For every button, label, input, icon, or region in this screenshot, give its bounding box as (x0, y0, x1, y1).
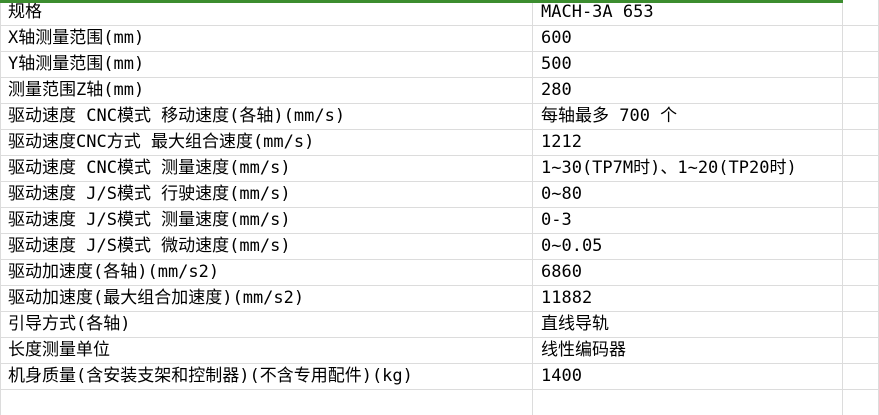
table-row: X轴测量范围(mm) 600 (0, 26, 879, 52)
empty-cell[interactable] (843, 78, 879, 104)
spec-label-cell[interactable]: 驱动速度 CNC模式 移动速度(各轴)(mm/s) (0, 104, 533, 130)
table-row: Y轴测量范围(mm) 500 (0, 52, 879, 78)
empty-cell[interactable] (843, 52, 879, 78)
spec-value-cell[interactable]: 线性编码器 (533, 338, 843, 364)
empty-cell[interactable] (843, 182, 879, 208)
spec-header-value-cell[interactable]: MACH-3A 653 (533, 0, 843, 26)
table-row: 机身质量(含安装支架和控制器)(不含专用配件)(kg) 1400 (0, 364, 879, 390)
table-row: 驱动加速度(各轴)(mm/s2) 6860 (0, 260, 879, 286)
spec-value-cell[interactable]: 1~30(TP7M时)、1~20(TP20时) (533, 156, 843, 182)
empty-cell[interactable] (843, 286, 879, 312)
table-row: 驱动速度 CNC模式 测量速度(mm/s) 1~30(TP7M时)、1~20(TP… (0, 156, 879, 182)
spec-value-cell[interactable]: 11882 (533, 286, 843, 312)
spec-value-cell[interactable]: 1400 (533, 364, 843, 390)
empty-cell[interactable] (0, 390, 533, 415)
empty-cell[interactable] (843, 130, 879, 156)
empty-cell[interactable] (843, 312, 879, 338)
table-row: 驱动速度 J/S模式 测量速度(mm/s) 0-3 (0, 208, 879, 234)
table-row: 驱动加速度(最大组合加速度)(mm/s2) 11882 (0, 286, 879, 312)
spec-label-cell[interactable]: 驱动加速度(最大组合加速度)(mm/s2) (0, 286, 533, 312)
spec-label-cell[interactable]: 引导方式(各轴) (0, 312, 533, 338)
empty-cell[interactable] (843, 208, 879, 234)
spec-label-cell[interactable]: 驱动速度 J/S模式 测量速度(mm/s) (0, 208, 533, 234)
spec-label-cell[interactable]: 机身质量(含安装支架和控制器)(不含专用配件)(kg) (0, 364, 533, 390)
spec-value-cell[interactable]: 0-3 (533, 208, 843, 234)
spec-header-label-cell[interactable]: 规格 (0, 0, 533, 26)
empty-cell[interactable] (843, 0, 879, 26)
table-row: 引导方式(各轴) 直线导轨 (0, 312, 879, 338)
spec-value-cell[interactable]: 600 (533, 26, 843, 52)
spec-label-cell[interactable]: 驱动速度 CNC模式 测量速度(mm/s) (0, 156, 533, 182)
empty-row (0, 390, 879, 415)
spec-label-cell[interactable]: 长度测量单位 (0, 338, 533, 364)
spec-label-cell[interactable]: 驱动速度 J/S模式 微动速度(mm/s) (0, 234, 533, 260)
table-row: 驱动速度 CNC模式 移动速度(各轴)(mm/s) 每轴最多 700 个 (0, 104, 879, 130)
empty-cell[interactable] (843, 26, 879, 52)
empty-cell[interactable] (533, 390, 843, 415)
spec-value-cell[interactable]: 280 (533, 78, 843, 104)
spec-value-cell[interactable]: 500 (533, 52, 843, 78)
empty-cell[interactable] (843, 156, 879, 182)
table-row: 长度测量单位 线性编码器 (0, 338, 879, 364)
spec-value-cell[interactable]: 1212 (533, 130, 843, 156)
spec-label-cell[interactable]: 测量范围Z轴(mm) (0, 78, 533, 104)
table-row: 驱动速度 J/S模式 微动速度(mm/s) 0~0.05 (0, 234, 879, 260)
empty-cell[interactable] (843, 364, 879, 390)
spec-value-cell[interactable]: 0~0.05 (533, 234, 843, 260)
spec-value-cell[interactable]: 直线导轨 (533, 312, 843, 338)
spec-value-cell[interactable]: 每轴最多 700 个 (533, 104, 843, 130)
table-row: 驱动速度CNC方式 最大组合速度(mm/s) 1212 (0, 130, 879, 156)
empty-cell[interactable] (843, 338, 879, 364)
spec-label-cell[interactable]: 驱动速度CNC方式 最大组合速度(mm/s) (0, 130, 533, 156)
empty-cell[interactable] (843, 390, 879, 415)
header-row: 规格 MACH-3A 653 (0, 0, 879, 26)
table-row: 驱动速度 J/S模式 行驶速度(mm/s) 0~80 (0, 182, 879, 208)
table-top-accent-border (0, 0, 843, 3)
empty-cell[interactable] (843, 234, 879, 260)
spec-value-cell[interactable]: 6860 (533, 260, 843, 286)
spec-label-cell[interactable]: 驱动速度 J/S模式 行驶速度(mm/s) (0, 182, 533, 208)
spec-label-cell[interactable]: 驱动加速度(各轴)(mm/s2) (0, 260, 533, 286)
spec-value-cell[interactable]: 0~80 (533, 182, 843, 208)
empty-cell[interactable] (843, 260, 879, 286)
table-row: 测量范围Z轴(mm) 280 (0, 78, 879, 104)
empty-cell[interactable] (843, 104, 879, 130)
spec-label-cell[interactable]: X轴测量范围(mm) (0, 26, 533, 52)
spec-label-cell[interactable]: Y轴测量范围(mm) (0, 52, 533, 78)
